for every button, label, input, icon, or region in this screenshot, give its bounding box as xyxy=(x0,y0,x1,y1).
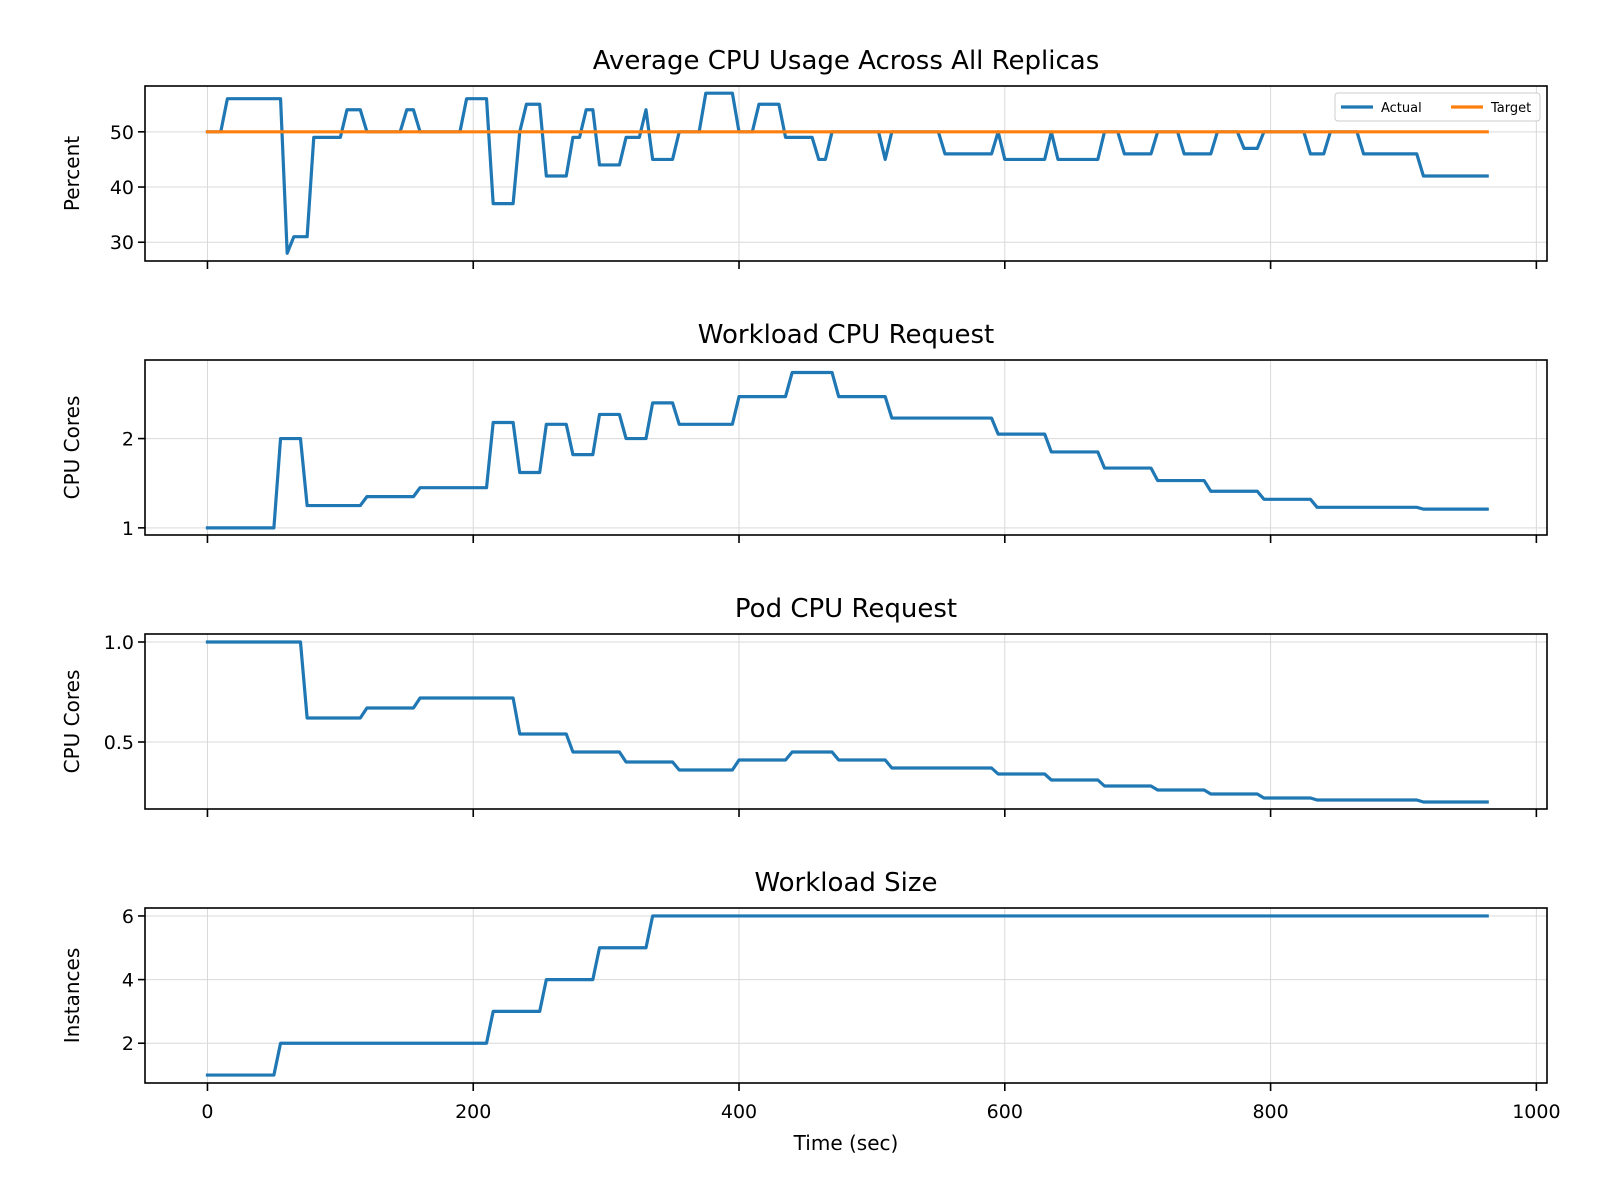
plot-frame xyxy=(144,633,1548,810)
y-tick-label: 0.5 xyxy=(104,732,134,754)
plot-frame xyxy=(144,359,1548,536)
y-tick-label: 4 xyxy=(122,970,134,992)
plot-frame xyxy=(144,85,1548,262)
y-axis-label: CPU Cores xyxy=(60,396,84,500)
plot-frame xyxy=(144,907,1548,1084)
legend-box xyxy=(1334,92,1541,122)
legend-label-target: Target xyxy=(1490,101,1531,116)
x-axis-label: Time (sec) xyxy=(793,1131,899,1155)
x-tick-label: 600 xyxy=(987,1101,1023,1123)
y-tick-label: 1.0 xyxy=(104,632,134,654)
chart-title: Workload CPU Request xyxy=(698,320,994,350)
y-tick-label: 1 xyxy=(122,518,134,540)
x-tick-label: 200 xyxy=(455,1101,491,1123)
series-line xyxy=(205,914,1489,1077)
y-tick-label: 40 xyxy=(110,177,134,199)
chart-panel: 0.5 1.0 Pod CPU Request CPU Cores xyxy=(60,594,1548,817)
series-line xyxy=(205,370,1489,530)
y-tick-label: 30 xyxy=(110,232,134,254)
y-tick-label: 6 xyxy=(122,906,134,928)
chart-title: Average CPU Usage Across All Replicas xyxy=(593,46,1100,76)
x-tick-label: 0 xyxy=(201,1101,213,1123)
series-line xyxy=(205,640,1489,804)
chart-panel: 30 40 50 Average CPU Usage Across All Repli… xyxy=(60,46,1548,269)
legend-label-actual: Actual xyxy=(1381,101,1422,116)
y-axis-label: CPU Cores xyxy=(60,670,84,774)
chart-title: Pod CPU Request xyxy=(735,594,957,624)
chart-title: Workload Size xyxy=(754,868,937,898)
y-tick-label: 2 xyxy=(122,1033,134,1055)
y-tick-label: 2 xyxy=(122,429,134,451)
x-tick-label: 1000 xyxy=(1512,1101,1560,1123)
x-tick-label: 400 xyxy=(721,1101,757,1123)
x-tick-label: 800 xyxy=(1252,1101,1288,1123)
y-axis-label: Instances xyxy=(60,948,84,1044)
chart-panel: 1 2 Workload CPU Request CPU Cores xyxy=(60,320,1548,543)
chart-panel: 2 4 6 0 200 400 600 800 1000 Workload Size Instanc… xyxy=(60,868,1561,1155)
legend: Actual Target xyxy=(1334,92,1541,122)
y-axis-label: Percent xyxy=(60,136,84,211)
y-tick-label: 50 xyxy=(110,122,134,144)
